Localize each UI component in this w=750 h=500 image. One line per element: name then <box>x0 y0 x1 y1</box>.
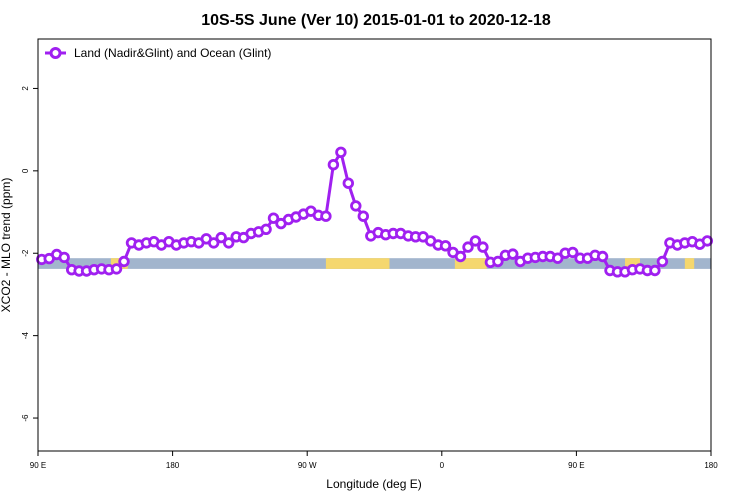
x-tick-label: 0 <box>440 461 445 470</box>
data-point <box>567 246 579 259</box>
x-tick-label: 180 <box>704 461 718 470</box>
x-axis: 90 E 180 90 W 0 90 E 180 <box>30 451 718 470</box>
land-segment <box>684 258 695 269</box>
y-tick-label: -2 <box>21 249 30 257</box>
data-point <box>110 263 123 275</box>
data-point <box>439 240 452 252</box>
x-tick-label: 90 E <box>568 461 584 470</box>
x-axis-label: Longitude (deg E) <box>326 477 421 491</box>
x-tick-label: 180 <box>166 461 180 470</box>
data-point <box>701 235 714 247</box>
data-point <box>649 264 661 277</box>
data-point <box>215 231 227 244</box>
data-point <box>260 223 272 236</box>
x-tick-label: 90 W <box>298 461 317 470</box>
data-point <box>469 235 482 247</box>
data-point <box>222 237 235 249</box>
y-tick-label: -4 <box>21 332 30 340</box>
y-axis: 2 0 -2 -4 -6 <box>21 86 38 422</box>
data-point <box>596 250 609 263</box>
data-point <box>267 212 280 224</box>
data-point <box>335 146 347 159</box>
data-point <box>342 177 355 189</box>
plot-frame <box>37 38 712 452</box>
legend-marker-sample <box>49 47 62 59</box>
chart-title: 10S-5S June (Ver 10) 2015-01-01 to 2020-… <box>201 12 551 29</box>
land-segment <box>325 258 390 269</box>
data-point <box>656 255 669 268</box>
x-tick-label: 90 E <box>30 461 46 470</box>
data-point <box>477 241 489 253</box>
data-point <box>507 248 519 260</box>
data-point <box>350 200 362 212</box>
y-tick-label: 2 <box>21 86 30 91</box>
legend: Land (Nadir&Glint) and Ocean (Glint) <box>45 46 271 60</box>
data-point <box>357 210 370 222</box>
data-point <box>454 250 467 263</box>
legend-entry-label: Land (Nadir&Glint) and Ocean (Glint) <box>74 46 271 60</box>
data-point <box>492 255 504 268</box>
data-point <box>58 251 70 264</box>
data-point <box>320 210 332 222</box>
data-point <box>118 255 130 268</box>
y-tick-label: 0 <box>21 168 30 173</box>
series-points <box>36 146 714 278</box>
data-point <box>462 241 474 253</box>
data-point <box>207 237 220 249</box>
land-segment <box>454 258 487 269</box>
data-point <box>552 252 564 264</box>
y-axis-label: XCO2 - MLO trend (ppm) <box>0 178 13 313</box>
data-point <box>327 158 340 171</box>
land-segment <box>625 258 640 269</box>
y-tick-label: -6 <box>21 414 30 422</box>
